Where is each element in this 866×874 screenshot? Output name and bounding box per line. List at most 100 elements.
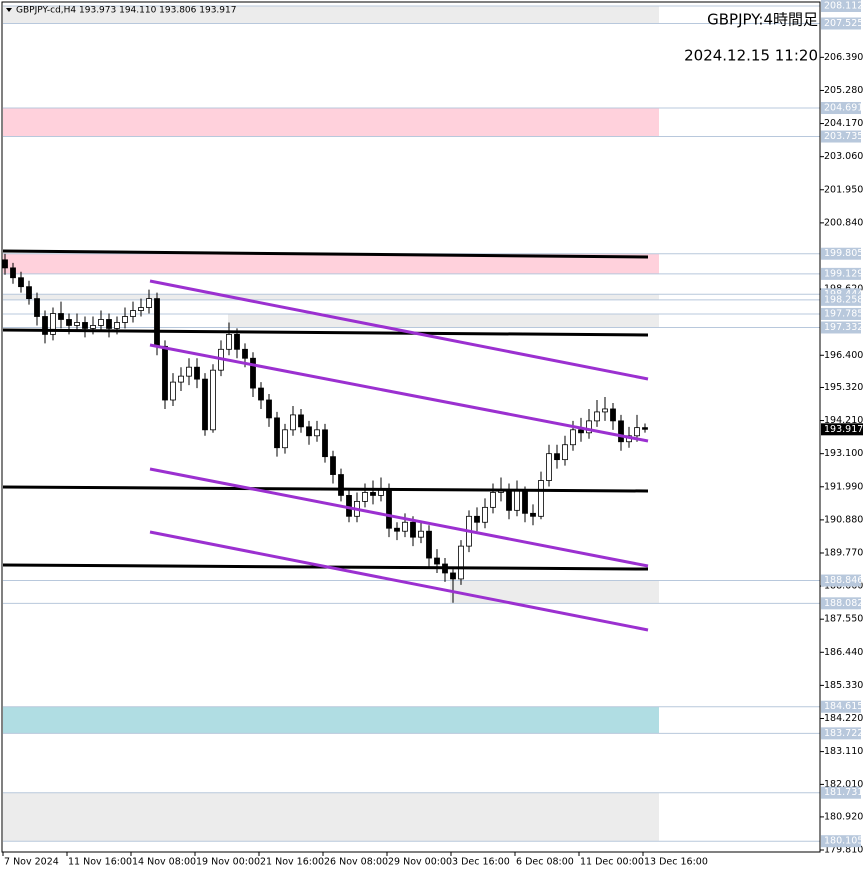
level-label-bg — [821, 727, 861, 740]
candle-body — [402, 521, 408, 532]
y-tick-label: 186.440 — [824, 647, 863, 658]
candle-body — [338, 474, 344, 496]
candle-body — [554, 453, 560, 461]
y-tick-label: 205.280 — [824, 85, 863, 96]
candle-body — [642, 427, 648, 430]
trendline — [2, 328, 649, 337]
candle-body — [570, 429, 576, 446]
y-tick-label: 195.320 — [824, 382, 863, 393]
candle-body — [234, 333, 240, 350]
menu-arrow[interactable] — [6, 8, 12, 12]
x-tick-label: 6 Dec 08:00 — [516, 857, 574, 868]
candle-body — [178, 375, 184, 383]
y-tick-label: 184.220 — [824, 713, 863, 724]
level-label-bg — [821, 293, 861, 306]
candle-body — [610, 408, 616, 422]
current-price-label: 193.917 — [824, 424, 863, 435]
candle-body — [434, 557, 440, 565]
trendline — [2, 249, 649, 259]
level-label: 197.332 — [824, 322, 863, 333]
trendline — [149, 279, 649, 381]
candle-body — [546, 453, 552, 481]
candle-body — [482, 506, 488, 523]
candle-body — [586, 420, 592, 434]
x-tick-label: 21 Nov 16:00 — [260, 857, 324, 868]
candle-body — [226, 333, 232, 350]
candle-body — [202, 378, 208, 431]
level-label-bg — [821, 835, 861, 848]
level-label-bg — [821, 0, 861, 12]
level-label-bg — [821, 130, 861, 143]
candle-body — [490, 492, 496, 508]
candle-body — [90, 325, 96, 329]
level-label: 197.785 — [824, 308, 863, 319]
candle-body — [322, 429, 328, 458]
candle-body — [138, 307, 144, 311]
y-tick-label: 191.990 — [824, 481, 863, 492]
level-label: 180.105 — [824, 836, 863, 847]
y-tick-label: 182.010 — [824, 779, 863, 790]
candle-body — [346, 495, 352, 517]
level-label-bg — [821, 597, 861, 610]
level-label: 208.112 — [824, 1, 863, 12]
candle-body — [506, 489, 512, 511]
candle-body — [298, 414, 304, 428]
candle-body — [122, 316, 128, 323]
level-label-bg — [821, 321, 861, 334]
zone — [3, 294, 659, 300]
candle-body — [362, 492, 368, 502]
candle-body — [162, 345, 168, 401]
zone — [3, 108, 659, 137]
level-label: 198.258 — [824, 294, 863, 305]
y-tick-label: 196.400 — [824, 350, 863, 361]
overlay-symbol: GBPJPY:4時間足 — [707, 11, 818, 29]
trendline — [149, 343, 649, 443]
y-tick-label: 194.210 — [824, 415, 863, 426]
candle-body — [170, 381, 176, 401]
candle-body — [34, 298, 40, 317]
y-tick-label: 180.920 — [824, 811, 863, 822]
level-label-bg — [821, 17, 861, 30]
zone — [228, 313, 659, 328]
plot-area — [2, 5, 820, 842]
candle-body — [578, 429, 584, 434]
candle-body — [394, 527, 400, 532]
candle-body — [258, 387, 264, 401]
candle-body — [18, 277, 24, 288]
y-tick-label: 187.550 — [824, 614, 863, 625]
candle-body — [146, 298, 152, 308]
candle-body — [242, 348, 248, 359]
level-label: 183.722 — [824, 728, 863, 739]
x-tick-label: 11 Dec 00:00 — [580, 857, 644, 868]
candle-body — [426, 530, 432, 559]
x-tick-label: 11 Nov 16:00 — [68, 857, 132, 868]
level-label-bg — [821, 700, 861, 713]
candle-body — [26, 286, 32, 300]
candle-body — [10, 267, 16, 279]
candle-body — [386, 489, 392, 529]
level-label-bg — [821, 247, 861, 260]
x-tick-label: 19 Nov 00:00 — [196, 857, 260, 868]
level-label: 188.846 — [824, 575, 863, 586]
candle-body — [474, 515, 480, 523]
zone — [3, 792, 659, 842]
level-label: 188.082 — [824, 598, 863, 609]
current-price-bg — [821, 423, 863, 436]
candle-body — [562, 444, 568, 461]
x-tick-label: 13 Dec 16:00 — [644, 857, 708, 868]
y-tick-label: 201.950 — [824, 184, 863, 195]
trendline — [149, 467, 649, 568]
level-label: 204.691 — [824, 103, 863, 114]
y-tick-label: 179.810 — [824, 845, 863, 856]
y-tick-label: 204.170 — [824, 118, 863, 129]
candle-body — [194, 366, 200, 380]
candle-body — [314, 429, 320, 437]
candle-body — [58, 313, 64, 320]
x-tick-label: 7 Nov 2024 — [4, 857, 59, 868]
candle-body — [594, 411, 600, 422]
candle-body — [330, 456, 336, 475]
y-tick-label: 189.770 — [824, 547, 863, 558]
candle-body — [154, 298, 160, 347]
candle-body — [50, 313, 56, 335]
